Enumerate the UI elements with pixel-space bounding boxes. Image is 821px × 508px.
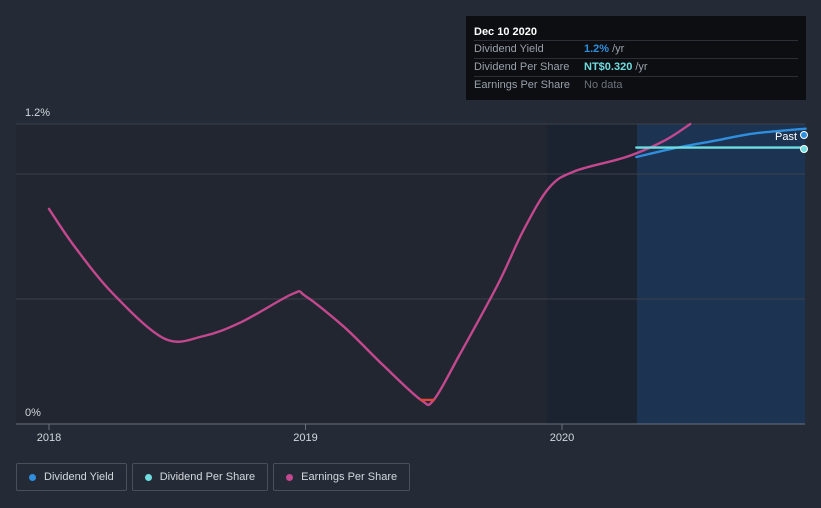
tooltip-label: Earnings Per Share (474, 79, 570, 91)
x-tick-label: 2018 (37, 432, 61, 444)
tooltip-date: Dec 10 2020 (474, 26, 537, 38)
y-axis-label: 0% (25, 407, 41, 419)
dividend-per-share-endpoint[interactable] (800, 145, 808, 153)
legend-label: Dividend Yield (44, 471, 114, 483)
legend: Dividend Yield Dividend Per Share Earnin… (16, 463, 411, 491)
y-axis-label: 1.2% (25, 107, 50, 119)
tooltip-label: Dividend Per Share (474, 61, 570, 73)
legend-dividend-per-share[interactable]: Dividend Per Share (131, 463, 269, 491)
legend-earnings-per-share[interactable]: Earnings Per Share (273, 463, 411, 491)
legend-label: Dividend Per Share (159, 471, 256, 483)
legend-dividend-yield[interactable]: Dividend Yield (16, 463, 127, 491)
dividend-yield-dot-icon (29, 473, 36, 481)
past-label: Past (775, 131, 797, 143)
tooltip-row-dividend-yield: Dividend Yield 1.2% /yr (474, 40, 798, 58)
tooltip-unit: /yr (635, 61, 648, 73)
dividend-yield-line[interactable] (635, 127, 807, 159)
tooltip-row-dividend-per-share: Dividend Per Share NT$0.320 /yr (474, 58, 798, 76)
tooltip-row-earnings-per-share: Earnings Per Share No data (474, 76, 798, 94)
past-region-shade (637, 124, 805, 424)
tooltip-value: NT$0.320 (584, 61, 633, 73)
dividend-yield-endpoint[interactable] (800, 131, 808, 139)
tooltip-value: 1.2% (584, 43, 610, 55)
earnings-per-share-line[interactable] (47, 122, 692, 407)
tooltip-label: Dividend Yield (474, 43, 544, 55)
tooltip: Dec 10 2020 Dividend Yield 1.2% /yr Divi… (466, 16, 806, 100)
x-tick-label: 2020 (550, 432, 574, 444)
earnings-per-share-dot-icon (286, 473, 294, 481)
dividend-per-share-dot-icon (144, 473, 152, 481)
x-tick-label: 2019 (293, 432, 317, 444)
tooltip-value: No data (584, 79, 623, 91)
legend-label: Earnings Per Share (301, 471, 398, 483)
tooltip-unit: /yr (612, 43, 625, 55)
